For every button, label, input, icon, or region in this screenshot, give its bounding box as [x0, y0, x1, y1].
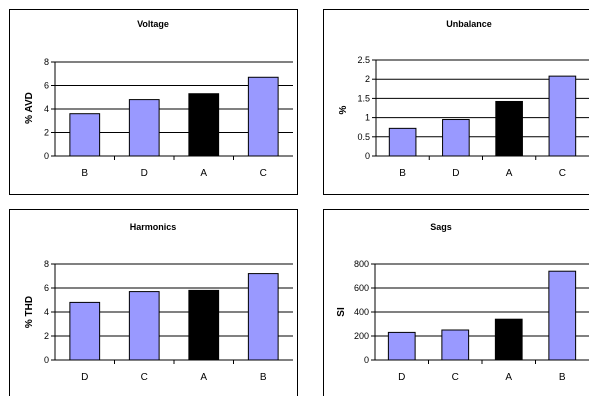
harmonics-chart-panel: Harmonics % THD 0 2 4 6 8 D C A B: [9, 209, 298, 396]
voltage-chart-panel: Voltage % AVD 0 2 4 6 8 B D A C: [9, 9, 298, 195]
bar-a: [494, 318, 523, 361]
y-tick-label: 1.5: [357, 93, 370, 103]
y-axis-label: %: [338, 105, 349, 114]
sags-chart: Sags SI 0 200 400 600 800 D C A B: [336, 222, 589, 383]
chart-title: Sags: [430, 222, 452, 232]
y-tick-label: 6: [44, 283, 49, 293]
y-tick-label: 8: [44, 259, 49, 269]
bar-d: [387, 331, 416, 361]
x-category-label: D: [81, 372, 88, 383]
bar-a: [188, 289, 220, 361]
y-tick-label: 2.5: [357, 55, 370, 65]
x-category-label: A: [200, 372, 207, 383]
y-tick-label: 2: [365, 74, 370, 84]
bar-b: [247, 273, 279, 361]
y-tick-label: 0: [365, 151, 370, 161]
x-category-label: B: [559, 372, 566, 383]
y-tick-label: 800: [354, 259, 369, 269]
y-axis-label: SI: [336, 307, 347, 317]
y-tick-label: 2: [44, 331, 49, 341]
x-category-label: D: [452, 168, 459, 179]
y-axis-label: % THD: [24, 296, 35, 328]
x-category-label: B: [260, 372, 267, 383]
x-category-label: B: [81, 168, 88, 179]
x-category-label: B: [399, 168, 406, 179]
plot-area: 0 0.5 1 1.5 2 2.5 B D A C: [357, 55, 589, 179]
y-tick-label: 0: [364, 355, 369, 365]
unbalance-chart: Unbalance % 0 0.5 1 1.5 2 2.5 B D A C: [338, 19, 589, 179]
y-tick-label: 0: [44, 355, 49, 365]
x-category-label: C: [452, 372, 459, 383]
x-category-label: C: [260, 168, 267, 179]
chart-title: Voltage: [137, 19, 169, 29]
x-category-label: A: [200, 168, 207, 179]
bar-b: [548, 270, 577, 361]
x-category-label: D: [141, 168, 148, 179]
bar-c: [548, 75, 577, 157]
y-tick-label: 0.5: [357, 132, 370, 142]
chart-title: Unbalance: [446, 19, 492, 29]
x-category-label: C: [141, 372, 148, 383]
x-category-label: A: [506, 168, 513, 179]
y-tick-label: 4: [44, 307, 49, 317]
bar-a: [188, 93, 220, 157]
sags-chart-panel: Sags SI 0 200 400 600 800 D C A B: [323, 209, 589, 396]
unbalance-chart-panel: Unbalance % 0 0.5 1 1.5 2 2.5 B D A C: [323, 9, 589, 195]
bar-d: [69, 301, 101, 361]
y-tick-label: 600: [354, 283, 369, 293]
x-category-label: C: [559, 168, 566, 179]
bar-c: [247, 76, 279, 157]
bar-d: [442, 119, 470, 157]
y-tick-label: 2: [44, 128, 49, 138]
chart-title: Harmonics: [130, 222, 177, 232]
y-tick-label: 1: [365, 113, 370, 123]
bar-c: [441, 329, 470, 361]
y-tick-label: 200: [354, 331, 369, 341]
bar-b: [69, 113, 101, 157]
plot-area: 0 200 400 600 800 D C A B: [354, 259, 589, 383]
y-tick-label: 4: [44, 104, 49, 114]
y-tick-label: 400: [354, 307, 369, 317]
bar-b: [388, 127, 417, 157]
plot-area: 0 2 4 6 8 B D A C: [44, 57, 293, 179]
x-category-label: D: [398, 372, 405, 383]
plot-area: 0 2 4 6 8 D C A B: [44, 259, 293, 383]
bar-d: [128, 99, 160, 157]
x-category-label: A: [505, 372, 512, 383]
y-tick-label: 0: [44, 151, 49, 161]
y-tick-label: 6: [44, 81, 49, 91]
voltage-chart: Voltage % AVD 0 2 4 6 8 B D A C: [24, 19, 293, 179]
y-tick-label: 8: [44, 57, 49, 67]
y-axis-label: % AVD: [24, 92, 35, 124]
harmonics-chart: Harmonics % THD 0 2 4 6 8 D C A B: [24, 222, 293, 383]
bar-a: [495, 100, 523, 157]
bar-c: [128, 291, 160, 361]
